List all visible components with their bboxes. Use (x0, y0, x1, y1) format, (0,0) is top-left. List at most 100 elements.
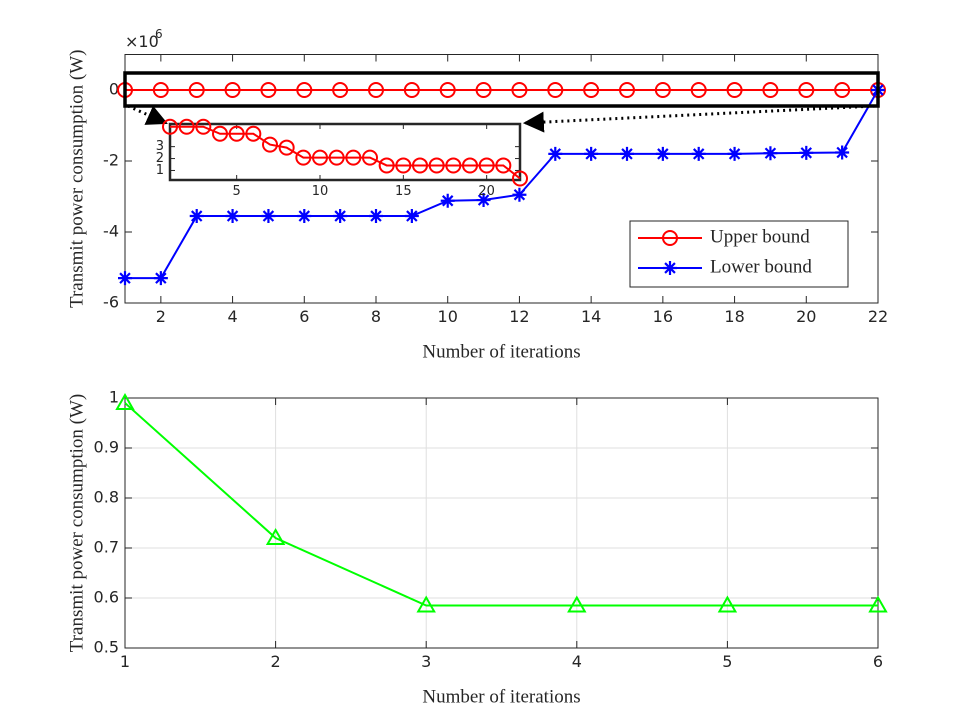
y-tick-label: 3 (156, 139, 164, 154)
marker (548, 146, 563, 161)
marker (332, 82, 349, 98)
zoom-arrow (127, 104, 168, 125)
marker (727, 146, 742, 161)
marker (245, 125, 262, 142)
x-tick-label: 2 (156, 307, 166, 326)
x-tick-label: 22 (868, 307, 888, 326)
marker (462, 157, 478, 174)
marker (312, 149, 328, 166)
marker (278, 139, 295, 156)
zoom-annotation (123, 71, 880, 133)
axes-frame (124, 54, 879, 304)
marker (478, 157, 495, 174)
y-tick-label: -2 (103, 151, 119, 170)
marker (834, 82, 851, 98)
y-axis-label: Transmit power consumption (W) (66, 50, 87, 308)
y-tick-label: 0.8 (94, 488, 119, 507)
x-tick-label: 20 (478, 184, 495, 199)
x-axis-label: Number of iterations (422, 686, 580, 707)
marker (717, 595, 738, 613)
marker (762, 82, 779, 98)
marker (296, 82, 313, 98)
marker (265, 527, 286, 545)
x-tick-label: 12 (509, 307, 529, 326)
marker (261, 209, 276, 224)
marker (295, 149, 312, 166)
x-tick-label: 16 (653, 307, 673, 326)
marker (362, 149, 378, 166)
marker (799, 145, 814, 160)
marker (512, 170, 528, 187)
marker (262, 136, 278, 153)
marker (153, 271, 168, 286)
marker (440, 193, 455, 208)
marker (188, 82, 205, 98)
marker (212, 125, 228, 142)
axes-frame (168, 122, 522, 182)
bottom-chart: 1 2 3 4 5 6 0.5 0.6 0.7 0.8 0.9 1 Number of iteratio… (66, 388, 888, 707)
marker (690, 82, 707, 98)
x-tick-label: 14 (581, 307, 601, 326)
marker (798, 82, 815, 98)
x-tick-label: 5 (233, 184, 241, 199)
marker (726, 82, 743, 98)
y-axis-label: Transmit power consumption (W) (66, 394, 87, 652)
x-tick-label: 4 (572, 652, 582, 671)
marker (189, 209, 204, 224)
x-axis-label: Number of iterations (422, 341, 580, 362)
marker (619, 82, 635, 98)
marker (868, 595, 888, 613)
marker (583, 82, 600, 98)
y-tick-label: -6 (103, 293, 119, 312)
marker (412, 157, 428, 174)
marker (495, 157, 512, 174)
x-tick-label: 2 (271, 652, 281, 671)
marker (369, 209, 383, 224)
series-line (124, 402, 878, 607)
marker (345, 149, 362, 166)
marker (691, 146, 706, 161)
marker (225, 209, 240, 224)
inset-chart: 5 10 15 20 123 (156, 118, 528, 199)
marker (416, 595, 436, 613)
marker (763, 146, 778, 161)
marker (511, 82, 528, 98)
legend-label: Upper bound (710, 226, 810, 247)
series-line (125, 89, 879, 280)
legend-marker (662, 230, 678, 246)
plot-area (125, 398, 878, 648)
marker (620, 146, 634, 161)
y-tick-label: 1 (156, 163, 164, 178)
marker (404, 209, 419, 224)
marker (333, 209, 348, 224)
y-tick-label: 0.5 (94, 638, 119, 657)
marker (118, 271, 132, 286)
x-tick-label: 10 (438, 307, 458, 326)
x-tick-label: 6 (299, 307, 309, 326)
y-multiplier-exp: 6 (155, 27, 163, 41)
x-tick-label: 6 (873, 652, 883, 671)
y-multiplier: ×10 (125, 32, 159, 51)
y-tick-label: 0.7 (94, 538, 119, 557)
marker (178, 118, 195, 135)
marker (584, 146, 599, 161)
marker (378, 157, 395, 174)
marker (428, 157, 445, 174)
y-tick-label: 1 (109, 388, 119, 407)
marker (476, 193, 491, 208)
legend-label: Lower bound (710, 256, 812, 277)
marker (439, 82, 456, 98)
marker (328, 149, 345, 166)
x-tick-label: 20 (796, 307, 816, 326)
marker (835, 145, 850, 160)
marker (512, 187, 527, 202)
marker (654, 82, 671, 98)
marker (403, 82, 420, 98)
x-tick-label: 4 (227, 307, 237, 326)
x-tick-label: 18 (724, 307, 744, 326)
marker (368, 82, 384, 98)
marker (195, 118, 212, 135)
marker (115, 392, 135, 410)
marker (475, 82, 492, 98)
